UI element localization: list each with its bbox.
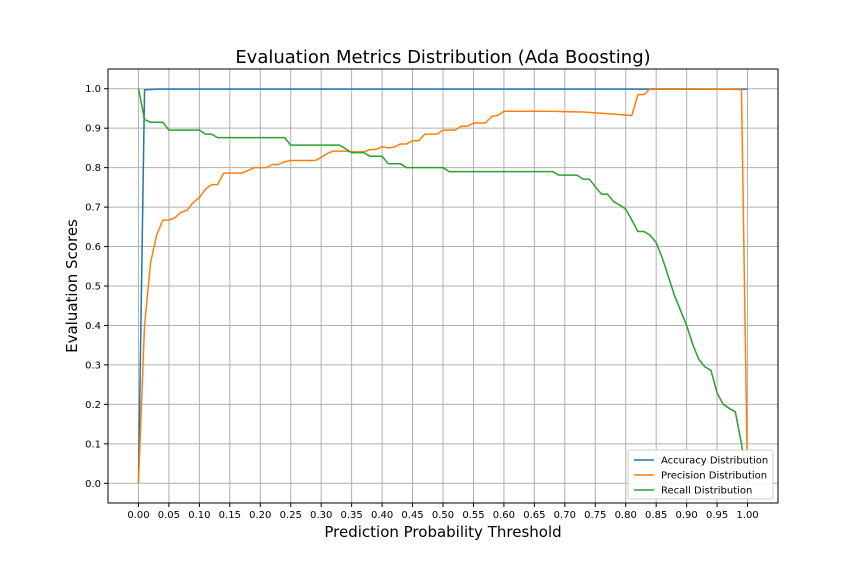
y-tick-label: 0.3 — [85, 360, 101, 371]
x-tick-label: 0.95 — [706, 510, 728, 521]
y-tick-label: 0.8 — [85, 163, 101, 174]
y-tick-label: 0.1 — [85, 439, 101, 450]
y-tick-label: 0.4 — [85, 321, 101, 332]
recall-legend-label: Recall Distribution — [661, 486, 752, 497]
y-axis-title: Evaluation Scores — [63, 219, 81, 353]
x-tick-label: 0.15 — [219, 510, 241, 521]
plot-area — [137, 87, 749, 484]
x-tick-label: 0.20 — [249, 510, 271, 521]
x-tick-label: 0.10 — [188, 510, 210, 521]
x-tick-label: 0.25 — [280, 510, 302, 521]
y-axis: 0.0 0.1 0.2 0.3 0.4 0.5 0.6 0.7 0.8 0.9 1.0 — [85, 84, 108, 490]
x-tick-label: 0.05 — [158, 510, 180, 521]
y-tick-label: 0.0 — [85, 479, 101, 490]
y-tick-label: 0.5 — [85, 282, 101, 293]
x-axis: 0.00 0.05 0.10 0.15 0.20 0.25 0.30 0.35 0.40 0.45… — [127, 503, 759, 521]
x-tick-label: 0.90 — [676, 510, 698, 521]
precision-series-line — [137, 87, 749, 484]
recall-series-line — [137, 88, 749, 484]
x-tick-label: 0.50 — [432, 510, 454, 521]
x-tick-label: 0.35 — [341, 510, 363, 521]
x-tick-label: 0.00 — [127, 510, 149, 521]
x-axis-title: Prediction Probability Threshold — [324, 523, 561, 541]
precision-legend-label: Precision Distribution — [661, 471, 767, 482]
x-tick-label: 0.85 — [645, 510, 667, 521]
y-tick-label: 0.2 — [85, 400, 101, 411]
x-tick-label: 0.65 — [523, 510, 545, 521]
grid — [108, 69, 778, 503]
chart-title: Evaluation Metrics Distribution (Ada Boo… — [235, 47, 650, 68]
x-tick-label: 0.60 — [493, 510, 515, 521]
x-tick-label: 0.80 — [615, 510, 637, 521]
legend: Accuracy Distribution Precision Distribut… — [627, 449, 774, 500]
x-tick-label: 0.75 — [584, 510, 606, 521]
x-tick-label: 0.40 — [371, 510, 393, 521]
x-tick-label: 0.70 — [554, 510, 576, 521]
accuracy-series-line — [137, 88, 748, 484]
y-tick-label: 1.0 — [85, 84, 101, 95]
y-tick-label: 0.9 — [85, 124, 101, 135]
y-tick-label: 0.7 — [85, 203, 101, 214]
y-tick-label: 0.6 — [85, 242, 101, 253]
x-tick-label: 0.30 — [310, 510, 332, 521]
legend-box — [627, 449, 774, 500]
x-tick-label: 1.00 — [736, 510, 758, 521]
accuracy-legend-label: Accuracy Distribution — [661, 456, 768, 467]
x-tick-label: 0.55 — [462, 510, 484, 521]
x-tick-label: 0.45 — [401, 510, 423, 521]
